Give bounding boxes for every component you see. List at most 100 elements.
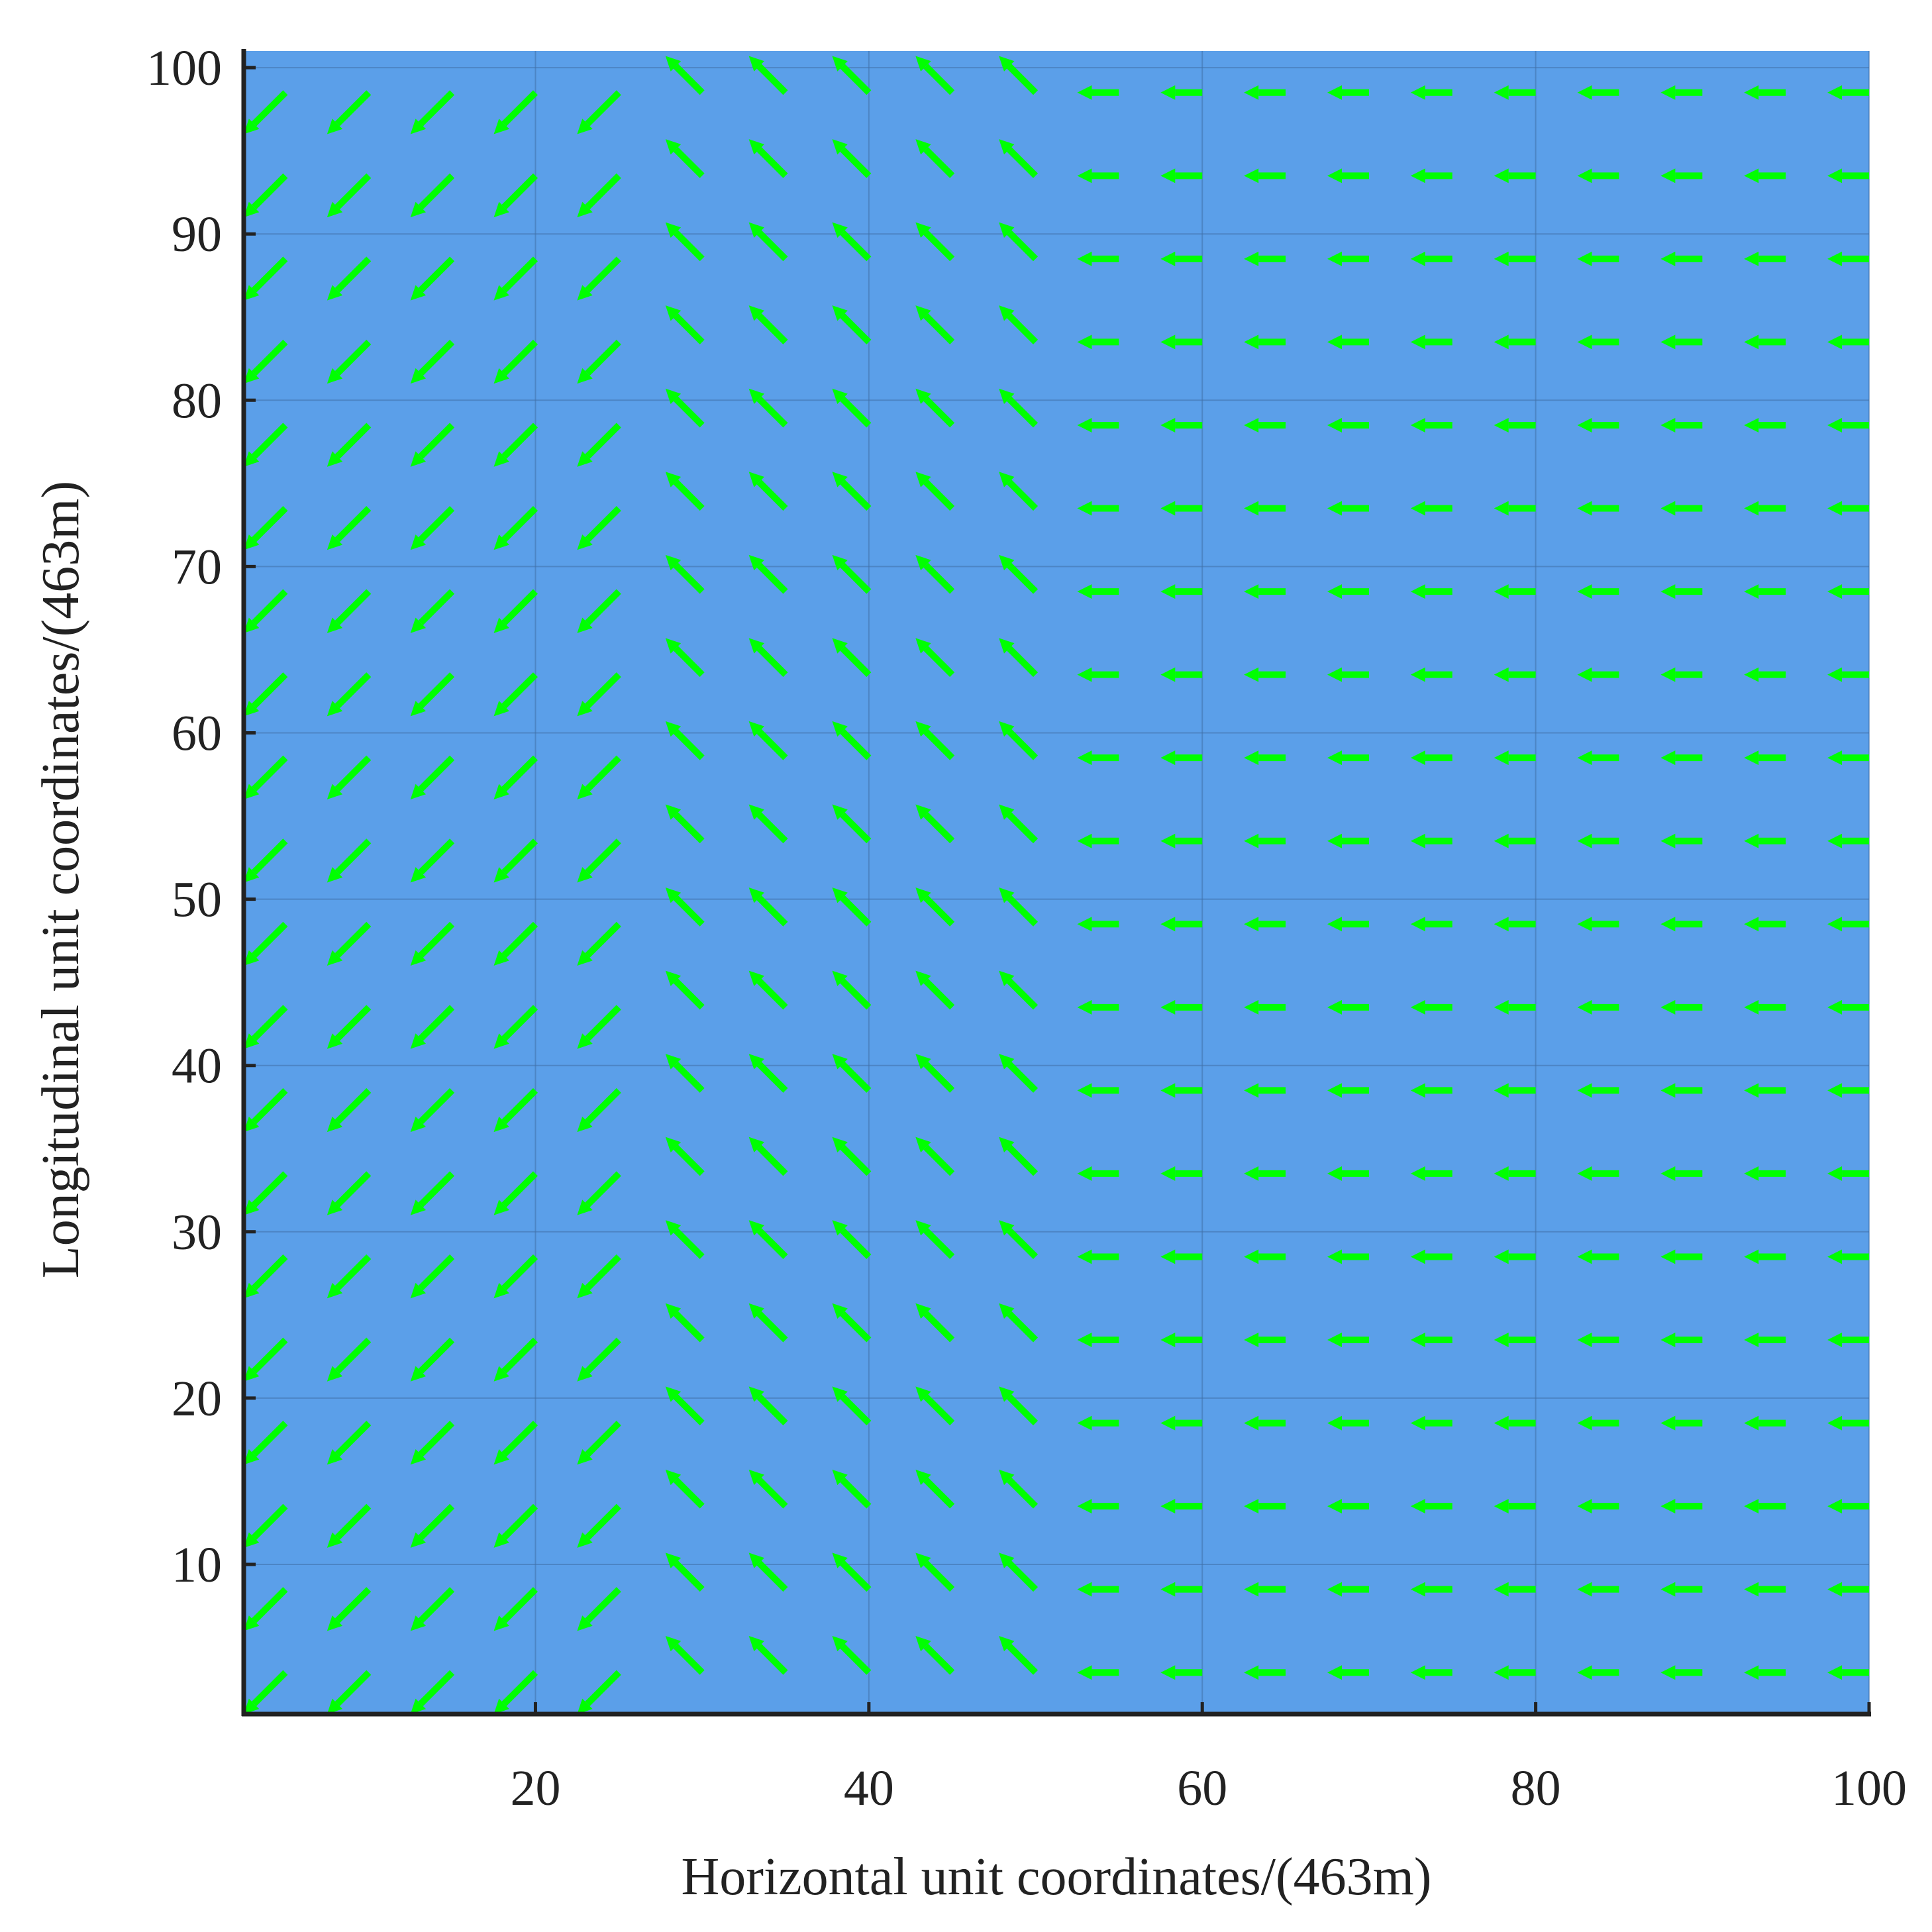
arrow-head [1577,584,1592,599]
arrow-head [1160,750,1176,766]
arrow-shaft [840,1062,872,1093]
arrow-head [244,1615,260,1631]
arrow-head [1577,1166,1592,1181]
arrow [1077,1415,1119,1431]
arrow [1744,584,1786,599]
arrow-shaft [501,672,538,709]
arrow-head [1077,1249,1092,1264]
arrow [1660,750,1703,766]
arrow [1327,584,1369,599]
arrow [1827,251,1869,266]
arrow-head [665,970,682,986]
arrow-head [999,1552,1015,1568]
arrow [410,1587,455,1631]
arrow-shaft [252,256,288,293]
arrow-head [1077,334,1092,350]
arrow [244,1337,288,1382]
arrow [999,56,1039,95]
arrow-shaft [673,480,705,511]
arrow [1077,1249,1119,1264]
arrow-head [1244,85,1259,100]
arrow-head [665,1469,682,1486]
arrow [244,589,288,633]
arrow-head [1744,1333,1759,1348]
arrow-shaft [1007,1144,1039,1176]
arrow-head [1160,1499,1176,1514]
x-tick-label: 40 [844,1760,894,1816]
arrow-head [665,1054,682,1070]
arrow-head [327,1033,343,1049]
arrow-shaft [673,64,705,95]
arrow-head [1660,1665,1676,1680]
arrow [915,222,955,262]
arrow-head [577,1532,593,1548]
arrow-head [748,1635,764,1652]
arrow [1160,1333,1203,1348]
arrow-head [665,1220,682,1236]
arrow-head [1244,1333,1259,1348]
arrow [1660,1166,1703,1181]
arrow [577,589,621,633]
arrow [1827,85,1869,100]
arrow-head [244,201,260,218]
arrow-head [665,56,682,72]
arrow-head [327,867,343,883]
arrow [1660,1083,1703,1098]
arrow-head [1077,1499,1092,1514]
arrow-head [915,1469,931,1486]
arrow-head [999,721,1015,737]
arrow-head [999,139,1015,155]
arrow-shaft [840,313,872,344]
arrow [915,139,955,178]
arrow [1244,999,1286,1015]
arrow-shaft [418,423,455,459]
arrow-head [1077,999,1092,1015]
arrow [1744,1499,1786,1514]
arrow [1160,1665,1203,1680]
arrow [327,1587,372,1631]
arrow-head [1744,1582,1759,1597]
y-tick-label: 100 [146,40,222,96]
arrow-head [748,1303,764,1319]
arrow-shaft [252,1337,288,1374]
arrow [1577,501,1619,516]
arrow-head [493,534,509,550]
arrow [493,755,538,799]
arrow-shaft [840,729,872,760]
arrow [748,638,788,678]
arrow-head [577,867,593,883]
x-tick-label: 20 [510,1760,560,1816]
arrow [1327,1333,1369,1348]
arrow [410,1254,455,1299]
arrow [832,388,872,428]
arrow [665,554,705,594]
arrow-head [665,1552,682,1568]
arrow [915,56,955,95]
arrow [748,721,788,760]
arrow-shaft [252,339,288,376]
arrow-head [327,1116,343,1133]
arrow [410,921,455,966]
arrow-shaft [585,423,621,459]
arrow [577,1171,621,1215]
arrow [493,1421,538,1465]
arrow-head [244,701,260,717]
arrow-shaft [418,1421,455,1457]
arrow [577,1670,621,1714]
arrow-head [244,534,260,550]
arrow [1660,417,1703,432]
arrow [1660,1249,1703,1264]
arrow-shaft [334,589,372,625]
arrow-head [832,1137,848,1153]
arrow [1827,1665,1869,1680]
arrow-head [493,784,509,799]
arrow [1160,1249,1203,1264]
arrow [1577,168,1619,183]
arrow-head [1327,667,1342,682]
arrow [1327,999,1369,1015]
arrow [1160,1582,1203,1597]
arrow [1494,1333,1536,1348]
arrow [832,472,872,511]
arrow-shaft [840,64,872,95]
arrow-head [1827,667,1843,682]
